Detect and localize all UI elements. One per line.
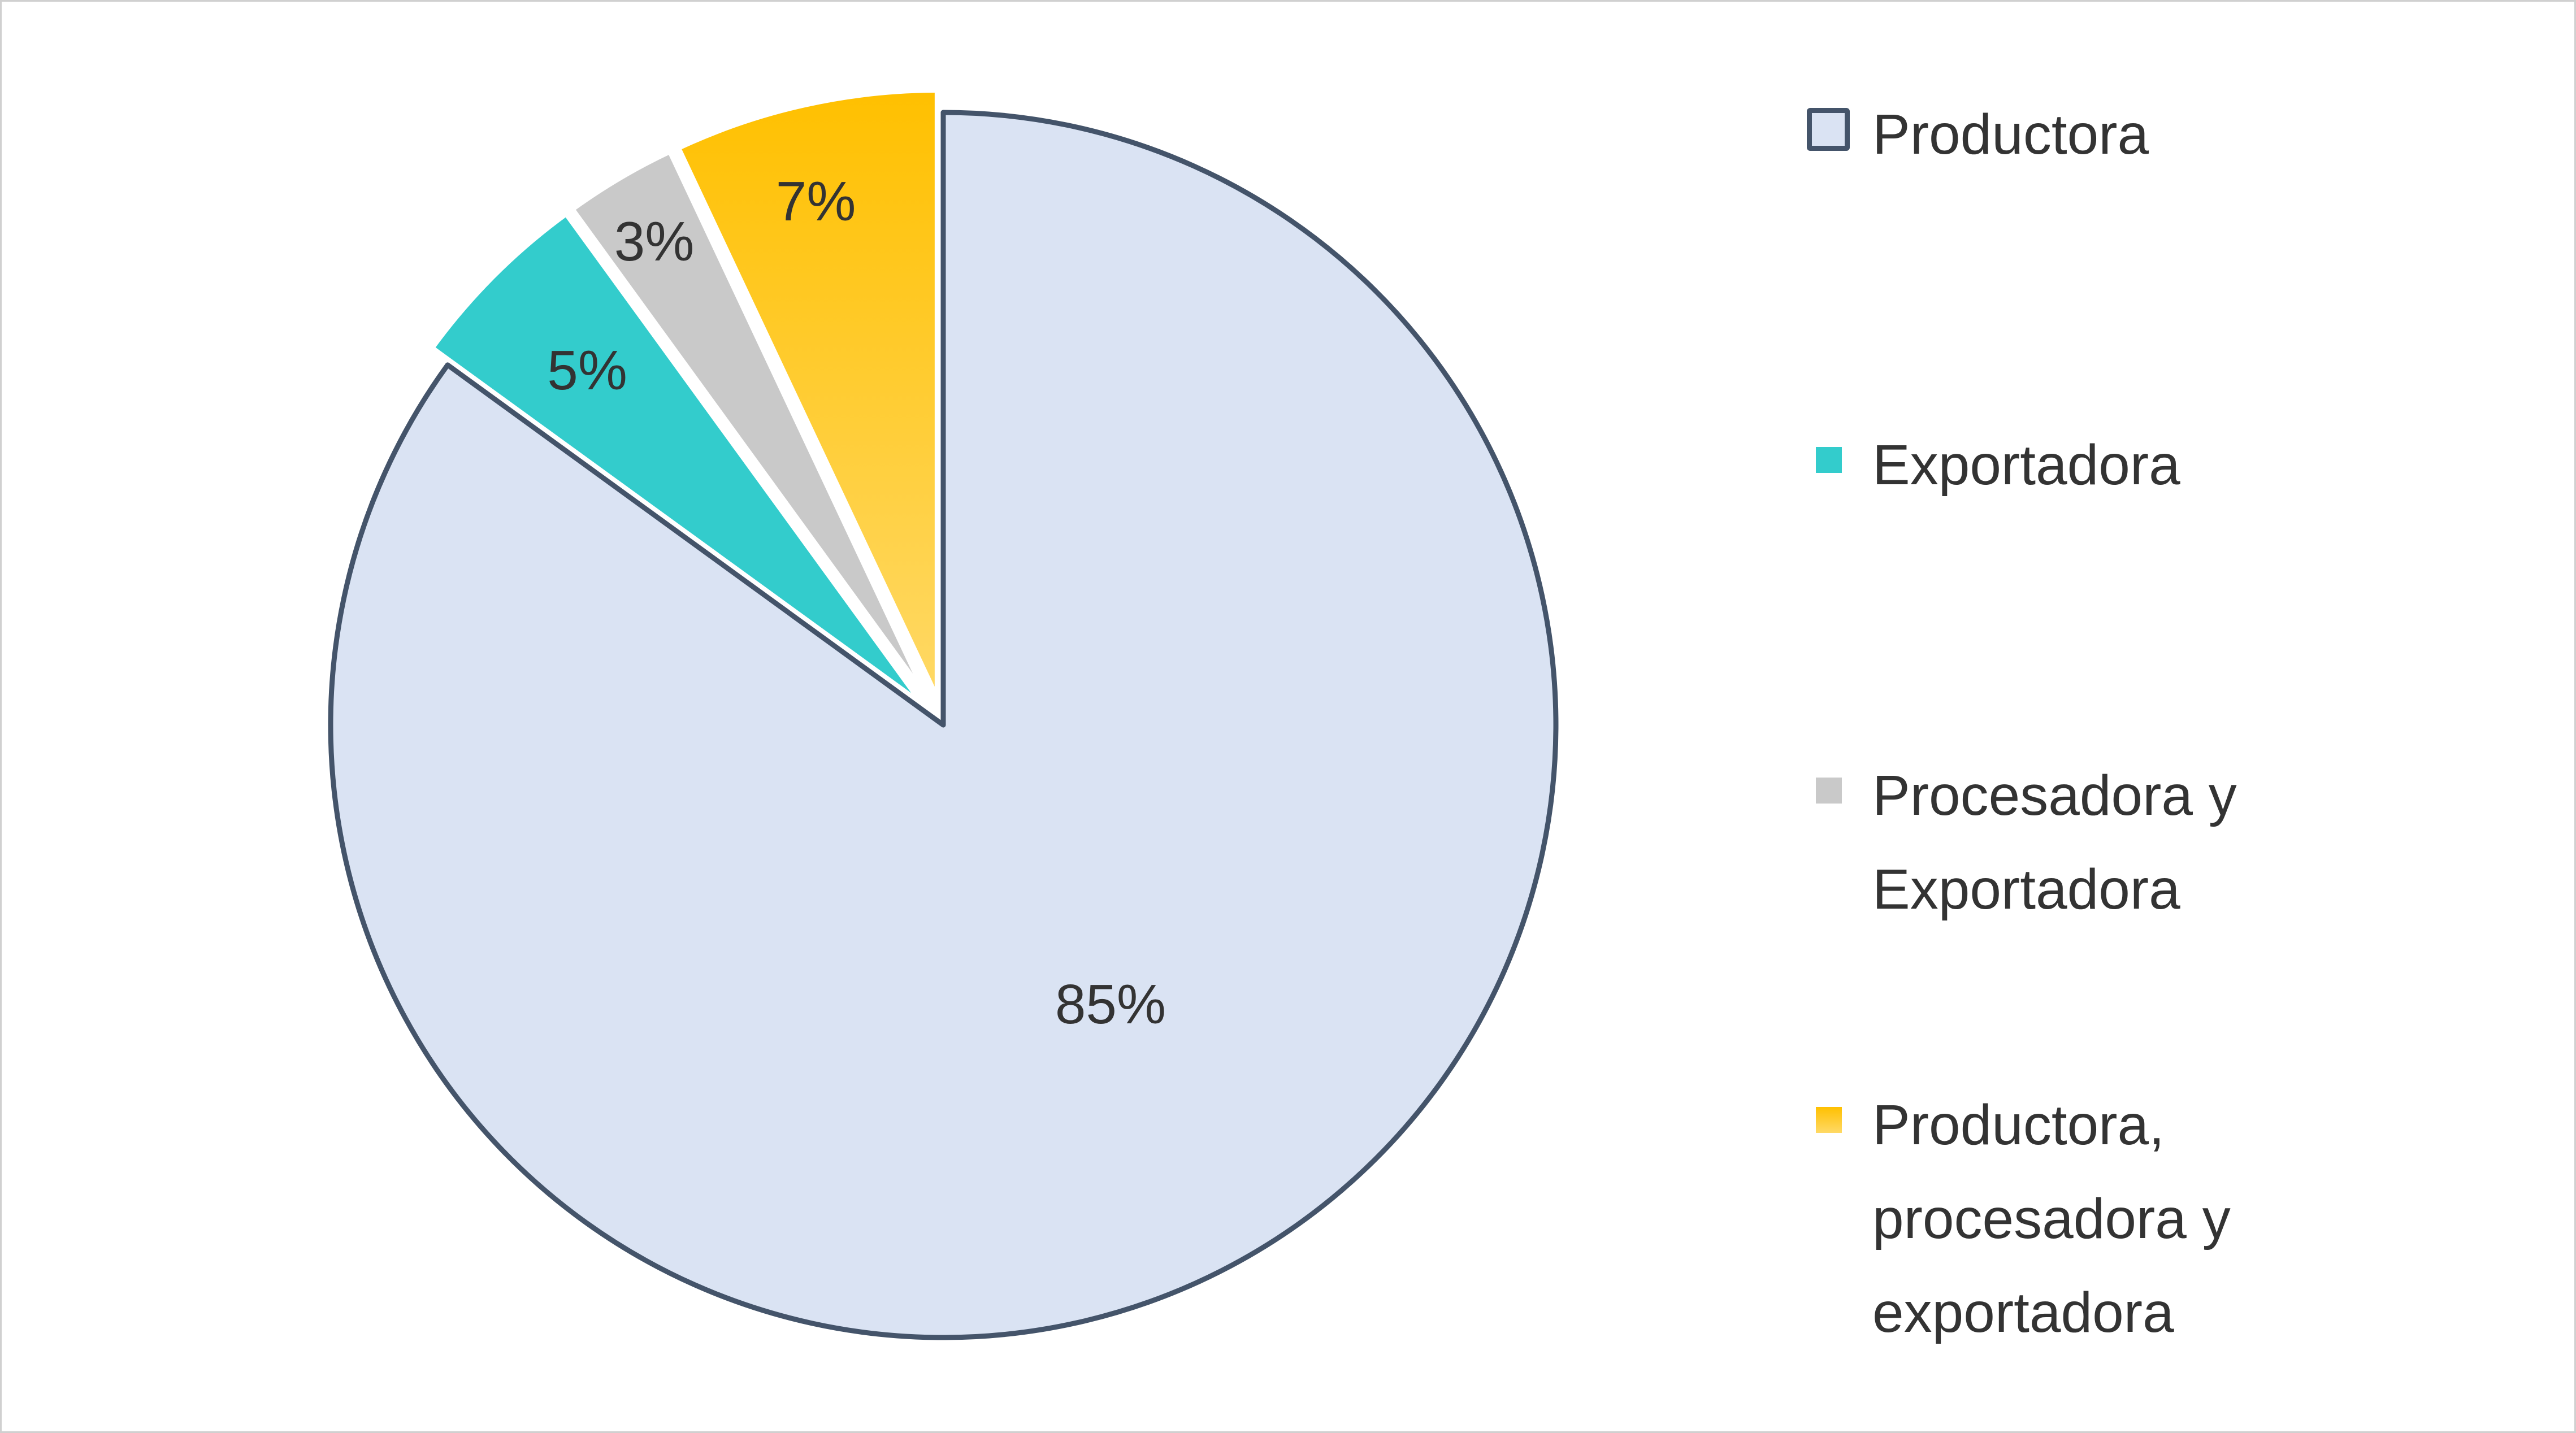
pie-label-productora: 85%	[1055, 973, 1166, 1035]
pie-labels: 5% 3% 7% 85%	[547, 170, 1166, 1035]
legend-label-productora-procesadora-exportadora: Productora, procesadora y exportadora	[1872, 1093, 2231, 1344]
legend-swatch-exportadora	[1816, 447, 1842, 473]
pie-slice-exportadora	[427, 209, 930, 712]
pie-label-productora-procesadora-exportadora: 7%	[776, 170, 856, 232]
legend-swatch-procesadora-exportadora	[1816, 778, 1842, 804]
legend-swatch-productora-procesadora-exportadora	[1816, 1107, 1842, 1133]
pie-label-exportadora: 5%	[547, 339, 627, 401]
legend-swatch-productora	[1807, 108, 1850, 151]
pie-label-procesadora-exportadora: 3%	[614, 210, 695, 272]
legend-label-productora: Productora	[1872, 103, 2149, 166]
pie-slices	[328, 86, 1559, 1340]
pie-slice-productora	[328, 110, 1559, 1340]
legend-label-exportadora: Exportadora	[1872, 433, 2180, 497]
pie-slice-procesadora-exportadora	[567, 147, 935, 708]
legend-label-procesadora-exportadora: Procesadora y Exportadora	[1872, 764, 2237, 921]
pie-slice-productora-procesadora-exportadora	[674, 86, 942, 706]
